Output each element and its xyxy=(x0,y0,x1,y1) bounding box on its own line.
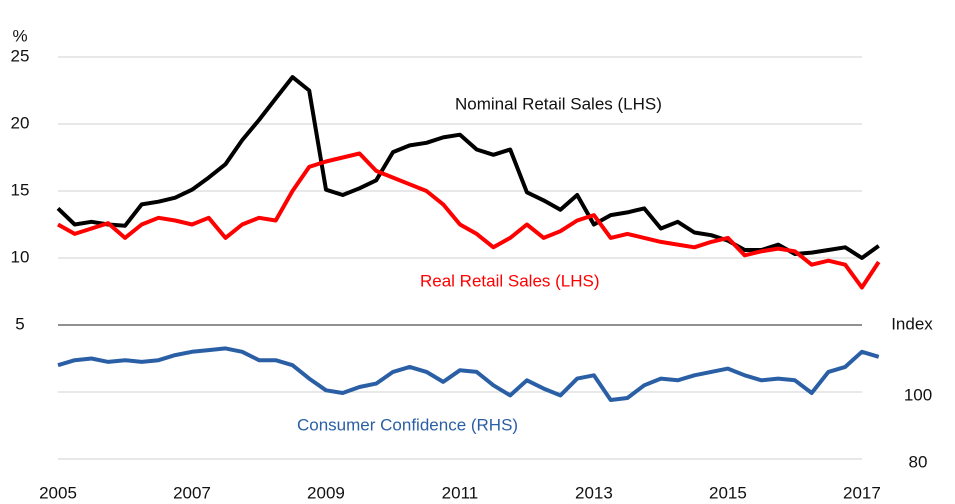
y-axis-label: % xyxy=(12,26,27,45)
x-tick-label: 2017 xyxy=(843,483,881,502)
y-tick-label: 15 xyxy=(11,180,30,199)
y-tick-label: 25 xyxy=(11,46,30,65)
y-tick-label: 20 xyxy=(11,113,30,132)
y2-axis-label: Index xyxy=(891,314,933,333)
x-tick-label: 2013 xyxy=(575,483,613,502)
series-line xyxy=(57,151,881,290)
x-tick-label: 2007 xyxy=(173,483,211,502)
series-line xyxy=(56,75,880,260)
x-tick-label: 2005 xyxy=(39,483,77,502)
x-tick-label: 2011 xyxy=(442,483,479,502)
x-tick-label: 2015 xyxy=(709,483,747,502)
y-tick-label: 5 xyxy=(15,314,24,333)
series-label: Nominal Retail Sales (LHS) xyxy=(455,94,662,113)
series-line xyxy=(57,346,880,402)
series-label: Consumer Confidence (RHS) xyxy=(297,415,518,434)
y2-tick-label: 80 xyxy=(909,452,928,471)
x-tick-label: 2009 xyxy=(307,483,345,502)
series-label: Real Retail Sales (LHS) xyxy=(420,271,600,290)
y2-tick-label: 100 xyxy=(904,385,932,404)
y-tick-label: 10 xyxy=(11,247,30,266)
